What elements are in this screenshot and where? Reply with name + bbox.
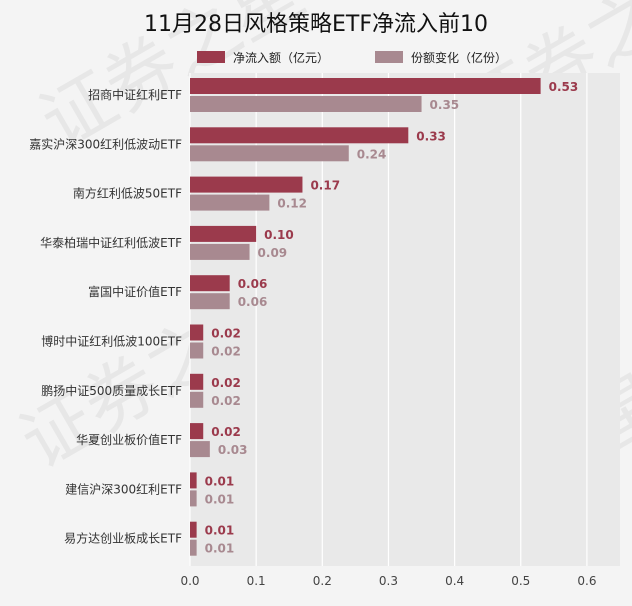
data-label: 0.35 — [430, 98, 460, 112]
data-label: 0.10 — [264, 228, 294, 242]
category-label: 博时中证红利低波100ETF — [41, 334, 182, 349]
category-label: 富国中证价值ETF — [88, 284, 182, 299]
x-tick-label: 0.3 — [379, 574, 398, 588]
bar-share-change — [190, 490, 197, 507]
bar-net-inflow — [190, 423, 204, 440]
data-label: 0.12 — [277, 197, 307, 211]
bar-share-change — [190, 391, 204, 408]
legend: 净流入额（亿元） 份额变化（亿份） — [197, 50, 507, 65]
x-tick-label: 0.6 — [577, 574, 596, 588]
data-label: 0.03 — [218, 443, 248, 457]
data-label: 0.17 — [310, 179, 340, 193]
bar-share-change — [190, 145, 349, 162]
legend-label: 净流入额（亿元） — [233, 50, 329, 65]
bar-net-inflow — [190, 324, 204, 341]
category-label: 招商中证红利ETF — [88, 87, 182, 102]
legend-swatch — [197, 51, 225, 63]
legend-swatch — [375, 51, 403, 63]
category-label: 鹏扬中证500质量成长ETF — [41, 383, 182, 398]
category-label: 易方达创业板成长ETF — [64, 531, 182, 546]
bar-net-inflow — [190, 472, 197, 489]
data-label: 0.09 — [258, 246, 288, 260]
bar-share-change — [190, 194, 270, 211]
bar-share-change — [190, 441, 210, 458]
category-label: 南方红利低波50ETF — [73, 186, 182, 201]
category-label: 嘉实沪深300红利低波动ETF — [29, 136, 182, 151]
data-label: 0.01 — [205, 492, 235, 506]
data-label: 0.06 — [238, 277, 268, 291]
category-label: 建信沪深300红利ETF — [65, 481, 182, 496]
bar-net-inflow — [190, 176, 303, 193]
bar-share-change — [190, 342, 204, 359]
chart-title: 11月28日风格策略ETF净流入前10 — [144, 12, 488, 37]
category-label: 华泰柏瑞中证红利低波ETF — [40, 235, 182, 250]
bar-share-change — [190, 539, 197, 556]
data-label: 0.01 — [205, 524, 235, 538]
x-tick-label: 0.0 — [180, 574, 199, 588]
x-tick-label: 0.2 — [313, 574, 332, 588]
bar-net-inflow — [190, 78, 541, 94]
data-label: 0.02 — [211, 425, 241, 439]
bar-share-change — [190, 243, 250, 260]
data-label: 0.53 — [549, 80, 579, 94]
data-label: 0.02 — [211, 345, 241, 359]
category-label: 华夏创业板价值ETF — [76, 432, 182, 447]
category-labels: 招商中证红利ETF 嘉实沪深300红利低波动ETF 南方红利低波50ETF 华泰柏瑞中… — [29, 87, 182, 546]
legend-label: 份额变化（亿份） — [411, 50, 507, 65]
value-labels: 0.53 0.35 0.33 0.24 0.170.12 0.10 0.09 0.06 0.06… — [205, 80, 579, 556]
data-label: 0.33 — [416, 129, 446, 143]
data-label: 0.24 — [357, 147, 387, 161]
bar-share-change — [190, 96, 422, 112]
data-label: 0.02 — [211, 376, 241, 390]
bar-net-inflow — [190, 225, 257, 242]
x-tick-label: 0.5 — [511, 574, 530, 588]
data-label: 0.01 — [205, 542, 235, 556]
bar-share-change — [190, 293, 230, 310]
data-label: 0.06 — [238, 295, 268, 309]
data-label: 0.02 — [211, 394, 241, 408]
bar-net-inflow — [190, 127, 409, 144]
bars — [190, 78, 541, 556]
x-axis-ticks: 0.0 0.1 0.2 0.3 0.4 0.5 0.6 — [180, 574, 596, 588]
bar-net-inflow — [190, 275, 230, 292]
x-tick-label: 0.1 — [247, 574, 266, 588]
x-tick-label: 0.4 — [445, 574, 464, 588]
bar-net-inflow — [190, 521, 197, 538]
bar-net-inflow — [190, 373, 204, 390]
data-label: 0.01 — [205, 474, 235, 488]
data-label: 0.02 — [211, 327, 241, 341]
